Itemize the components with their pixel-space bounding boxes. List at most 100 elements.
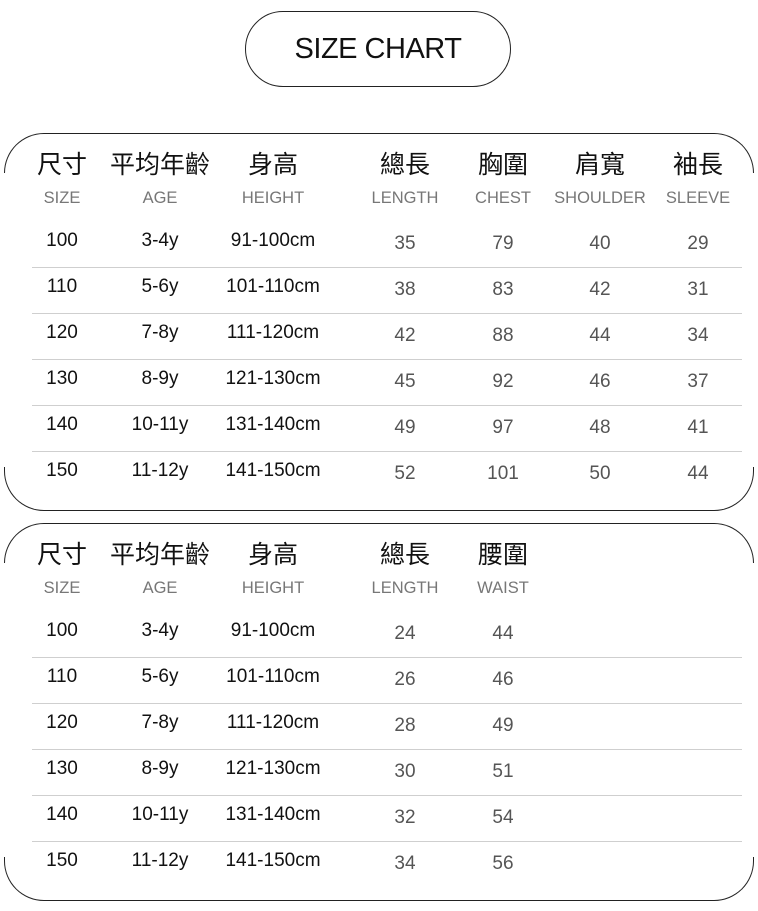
table-row-cell: 121-130cm [225, 758, 321, 779]
size-table-tops: 尺寸 平均年齡 身高 總長 胸圍 肩寬 袖長 SIZE AGE HEIGHT LENGTH CHEST… [4, 133, 754, 511]
table-row-cell: 130 [46, 368, 78, 389]
header-row-chinese: 尺寸 平均年齡 身高 總長 腰圍 [4, 535, 754, 569]
table-row: 130 8-9y 121-130cm 30 51 [4, 758, 754, 788]
table-row-cell: 11-12y [131, 850, 189, 871]
row-divider [32, 451, 742, 452]
table-row-cell: 46 [492, 669, 514, 690]
table-row-cell: 97 [492, 417, 514, 438]
table-row-cell: 44 [687, 463, 709, 484]
table-row-cell: 8-9y [141, 758, 179, 779]
header-row-chinese-cell: 平均年齡 [109, 151, 210, 179]
table-row-cell: 41 [687, 417, 709, 438]
row-divider [32, 841, 742, 842]
header-row-chinese-cell: 總長 [379, 151, 430, 179]
table-row-cell: 28 [394, 715, 416, 736]
header-row-english-cell: SHOULDER [554, 189, 646, 207]
table-row-cell: 111-120cm [226, 322, 320, 343]
row-divider [32, 795, 742, 796]
table-row-cell: 56 [492, 853, 514, 874]
header-row-english-cell: LENGTH [371, 579, 439, 597]
table-row-cell: 11-12y [131, 460, 189, 481]
table-row-cell: 38 [394, 279, 416, 300]
row-divider [32, 359, 742, 360]
table-row-cell: 110 [46, 666, 78, 687]
table-row-cell: 34 [394, 853, 416, 874]
table-row: 140 10-11y 131-140cm 49 97 48 41 [4, 414, 754, 444]
table-row-cell: 10-11y [131, 414, 189, 435]
table-row-cell: 131-140cm [225, 804, 321, 825]
header-row-english: SIZE AGE HEIGHT LENGTH WAIST [4, 579, 754, 609]
table-row: 120 7-8y 111-120cm 28 49 [4, 712, 754, 742]
table-row-cell: 24 [394, 623, 416, 644]
table-row-cell: 31 [687, 279, 709, 300]
header-row-chinese: 尺寸 平均年齡 身高 總長 胸圍 肩寬 袖長 [4, 145, 754, 179]
table-row: 100 3-4y 91-100cm 24 44 [4, 620, 754, 650]
table-row-cell: 100 [46, 620, 78, 641]
table-row-cell: 83 [492, 279, 514, 300]
table-row-cell: 88 [492, 325, 514, 346]
table-row: 130 8-9y 121-130cm 45 92 46 37 [4, 368, 754, 398]
table-row-cell: 110 [46, 276, 78, 297]
table-row-cell: 101-110cm [226, 276, 320, 297]
table-row: 150 11-12y 141-150cm 52 101 50 44 [4, 460, 754, 490]
header-row-chinese-cell: 平均年齡 [109, 541, 210, 569]
table-row-cell: 101 [487, 463, 519, 484]
table-row-cell: 34 [687, 325, 709, 346]
row-divider [32, 749, 742, 750]
table-row-cell: 8-9y [141, 368, 179, 389]
table-row-cell: 111-120cm [226, 712, 320, 733]
table-row-cell: 45 [394, 371, 416, 392]
table-row-cell: 46 [589, 371, 611, 392]
header-row-english-cell: HEIGHT [241, 189, 305, 207]
row-divider [32, 703, 742, 704]
table-row-cell: 150 [46, 850, 78, 871]
table-row-cell: 32 [394, 807, 416, 828]
table-row-cell: 92 [492, 371, 514, 392]
row-divider [32, 657, 742, 658]
header-row-english-cell: AGE [142, 579, 178, 597]
table-row-cell: 42 [589, 279, 611, 300]
row-divider [32, 267, 742, 268]
table-row-cell: 79 [492, 233, 514, 254]
table-row-cell: 131-140cm [225, 414, 321, 435]
header-row-english-cell: HEIGHT [241, 579, 305, 597]
header-row-english-cell: SIZE [43, 189, 81, 207]
table-row-cell: 29 [687, 233, 709, 254]
table-row-cell: 130 [46, 758, 78, 779]
table-row-cell: 52 [394, 463, 416, 484]
header-row-chinese-cell: 尺寸 [36, 151, 87, 179]
table-row-cell: 10-11y [131, 804, 189, 825]
table-row-cell: 35 [394, 233, 416, 254]
table-row-cell: 54 [492, 807, 514, 828]
header-row-english-cell: WAIST [477, 579, 529, 597]
table-row-cell: 91-100cm [230, 620, 316, 641]
table-row-cell: 48 [589, 417, 611, 438]
table-row-cell: 37 [687, 371, 709, 392]
header-row-english-cell: SLEEVE [665, 189, 731, 207]
table-row-cell: 49 [492, 715, 514, 736]
table-row-cell: 120 [46, 712, 78, 733]
table-row-cell: 5-6y [141, 666, 179, 687]
table-row-cell: 141-150cm [225, 460, 321, 481]
table-row-cell: 7-8y [141, 322, 179, 343]
table-row-cell: 44 [589, 325, 611, 346]
table-row-cell: 3-4y [141, 620, 179, 641]
table-row-cell: 150 [46, 460, 78, 481]
table-row-cell: 44 [492, 623, 514, 644]
table-row-cell: 7-8y [141, 712, 179, 733]
header-row-chinese-cell: 肩寬 [574, 151, 625, 179]
table-row-cell: 26 [394, 669, 416, 690]
header-row-english-cell: LENGTH [371, 189, 439, 207]
header-row-english-cell: CHEST [475, 189, 531, 207]
table-row: 120 7-8y 111-120cm 42 88 44 34 [4, 322, 754, 352]
table-row-cell: 42 [394, 325, 416, 346]
table-row-cell: 5-6y [141, 276, 179, 297]
header-row-chinese-cell: 身高 [247, 151, 298, 179]
table-row-cell: 40 [589, 233, 611, 254]
size-chart-title: SIZE CHART [245, 11, 511, 87]
header-row-chinese-cell: 胸圍 [477, 151, 528, 179]
table-row-cell: 120 [46, 322, 78, 343]
table-row-cell: 50 [589, 463, 611, 484]
table-row: 110 5-6y 101-110cm 38 83 42 31 [4, 276, 754, 306]
table-row-cell: 3-4y [141, 230, 179, 251]
